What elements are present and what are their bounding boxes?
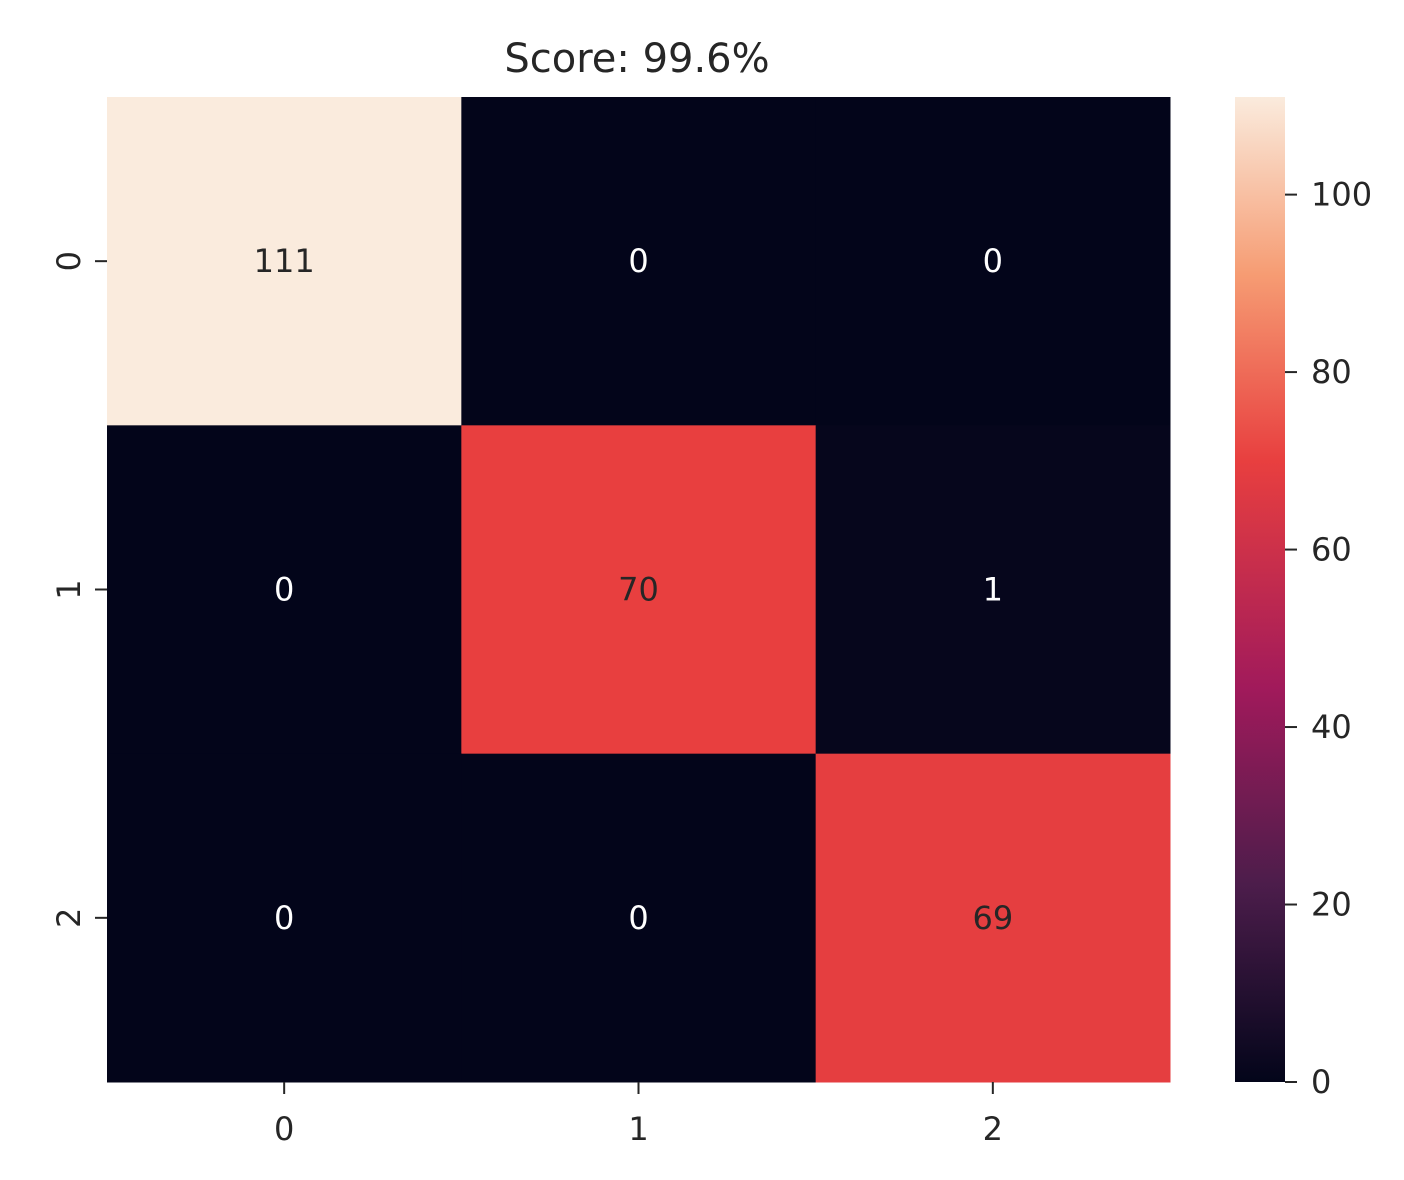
cell-annotation-0-2: 0 xyxy=(983,242,1003,280)
cell-annotation-1-1: 70 xyxy=(618,571,659,609)
chart-title: Score: 99.6% xyxy=(504,36,769,82)
colorbar-tick-label-3: 60 xyxy=(1311,531,1352,569)
heatmap-cells xyxy=(107,97,1171,1083)
colorbar xyxy=(1235,97,1285,1082)
cell-annotation-0-1: 0 xyxy=(628,242,648,280)
cell-annotation-0-0: 111 xyxy=(254,242,315,280)
colorbar-ticks: 0 20 40 60 80 100 xyxy=(1285,176,1372,1101)
heatmap-cell-1-2 xyxy=(815,425,1171,755)
x-tick-label-2: 2 xyxy=(983,1110,1003,1148)
heatmap-cell-1-1 xyxy=(461,425,817,755)
cell-annotation-2-0: 0 xyxy=(274,899,294,937)
heatmap-cell-2-0 xyxy=(107,753,462,1083)
colorbar-tick-label-5: 100 xyxy=(1311,176,1372,214)
cell-annotation-2-1: 0 xyxy=(628,899,648,937)
y-tick-label-2: 2 xyxy=(50,908,88,928)
colorbar-tick-label-4: 80 xyxy=(1311,353,1352,391)
cell-annotation-1-0: 0 xyxy=(274,571,294,609)
heatmap-cell-0-0 xyxy=(107,97,462,426)
x-tick-label-1: 1 xyxy=(628,1110,648,1148)
x-axis-ticks: 0 1 2 xyxy=(274,1082,1003,1148)
heatmap-cell-1-0 xyxy=(107,425,462,755)
heatmap-cell-2-2 xyxy=(815,753,1171,1083)
x-tick-label-0: 0 xyxy=(274,1110,294,1148)
y-tick-label-0: 0 xyxy=(50,251,88,271)
cell-annotations: 111 0 0 0 70 1 0 0 69 xyxy=(254,242,1014,937)
heatmap-cell-0-2 xyxy=(815,97,1171,426)
colorbar-tick-label-0: 0 xyxy=(1311,1063,1331,1101)
y-tick-label-1: 1 xyxy=(50,579,88,599)
heatmap-cell-0-1 xyxy=(461,97,817,426)
cell-annotation-2-2: 69 xyxy=(972,899,1013,937)
cell-annotation-1-2: 1 xyxy=(983,571,1003,609)
colorbar-tick-label-1: 20 xyxy=(1311,886,1352,924)
colorbar-tick-label-2: 40 xyxy=(1311,708,1352,746)
heatmap-cell-2-1 xyxy=(461,753,817,1083)
y-axis-ticks: 0 1 2 xyxy=(50,251,107,928)
